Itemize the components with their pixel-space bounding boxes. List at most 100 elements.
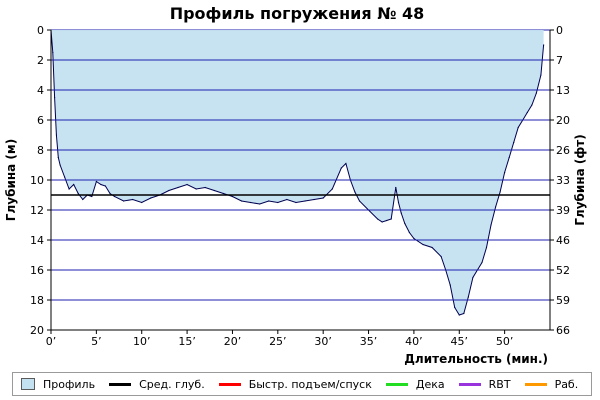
profile-point [100, 183, 102, 186]
profile-point [150, 197, 152, 199]
y-left-tick-label: 2 [37, 54, 44, 67]
y-right-tick-label: 0 [556, 24, 563, 37]
profile-point [513, 141, 515, 144]
profile-point [467, 296, 469, 298]
profile-point [397, 201, 400, 204]
y-left-tick-label: 0 [37, 24, 44, 37]
chart-title: Профиль погружения № 48 [170, 4, 425, 23]
x-axis-title: Длительность (мин.) [404, 352, 548, 366]
profile-point [499, 191, 501, 193]
dive-profile-chart: Профиль погружения № 48 0’ 5’ 10’ 15’ 20’ 25’… [4, 4, 587, 366]
y-left-tick-label: 12 [30, 204, 44, 217]
profile-point [408, 231, 410, 234]
profile-point [104, 185, 107, 187]
y-left-tick-label: 20 [30, 324, 44, 337]
x-tick-label: 45’ [451, 335, 469, 348]
profile-point [340, 167, 342, 169]
profile-point [54, 96, 56, 99]
profile-point [204, 186, 206, 189]
profile-point [345, 162, 347, 165]
x-tick-label: 0’ [46, 335, 57, 348]
profile-point [508, 156, 510, 159]
profile-point [186, 183, 188, 186]
y-right-tick-label: 39 [556, 204, 570, 217]
profile-point [195, 188, 197, 190]
profile-point [494, 206, 497, 208]
profile-point [463, 312, 465, 315]
y-right-tick-label: 52 [556, 264, 570, 277]
profile-point [250, 201, 252, 204]
x-tick-label: 15’ [178, 335, 196, 348]
x-axis-ticks: 0’ 5’ 10’ 15’ 20’ 25’ 30’ 35’ 40’ 45’ 50’ [46, 330, 514, 348]
x-tick-label: 20’ [224, 335, 242, 348]
x-tick-label: 35’ [360, 335, 378, 348]
y-right-tick-label: 7 [556, 54, 563, 67]
x-tick-label: 50’ [496, 335, 514, 348]
x-tick-label: 10’ [133, 335, 151, 348]
profile-point [95, 180, 97, 183]
profile-point [531, 104, 533, 106]
profile-point [240, 200, 243, 202]
profile-point [449, 284, 451, 286]
profile-point [413, 237, 415, 240]
profile-point [259, 203, 261, 205]
profile-point [132, 198, 134, 201]
x-tick-label: 40’ [405, 335, 423, 348]
legend-item: Раб. [524, 377, 579, 391]
profile-point [386, 219, 388, 222]
profile-point [109, 192, 111, 195]
legend-label: RBT [488, 377, 511, 391]
profile-point [431, 246, 433, 249]
profile-point [68, 188, 70, 190]
profile-point [177, 186, 179, 189]
profile-point [400, 212, 402, 214]
profile-area [51, 30, 544, 315]
profile-point [358, 200, 361, 202]
profile-point [277, 201, 279, 204]
profile-series [50, 29, 550, 316]
y-right-tick-label: 66 [556, 324, 570, 337]
profile-point [122, 200, 125, 202]
legend-swatch [109, 382, 132, 386]
y-left-tick-label: 10 [30, 174, 44, 187]
profile-point [331, 188, 333, 190]
x-tick-label: 5’ [91, 335, 102, 348]
chart-legend: Профиль Сред. глуб. Быстр. подъем/спуск Дек… [12, 372, 592, 396]
legend-item: Профиль [21, 378, 95, 391]
profile-point [52, 51, 54, 54]
profile-point [390, 218, 392, 220]
legend-item: Дека [385, 378, 445, 391]
profile-point [59, 164, 61, 166]
legend-label: Сред. глуб. [139, 377, 205, 391]
y-left-tick-label: 8 [37, 144, 44, 157]
profile-point [55, 134, 58, 136]
y-left-tick-label: 6 [37, 114, 44, 127]
y-left-tick-label: 14 [30, 234, 44, 247]
legend-item: Быстр. подъем/спуск [218, 378, 372, 391]
y-axis-left-title: Глубина (м) [4, 139, 18, 221]
profile-point [485, 246, 488, 249]
y-left-tick-label: 4 [37, 84, 44, 97]
y-left-tick-label: 16 [30, 264, 44, 277]
profile-point [481, 261, 483, 264]
y-right-tick-label: 26 [556, 144, 570, 157]
profile-point [213, 189, 215, 192]
profile-point [543, 44, 545, 46]
legend-item: Сред. глуб. [109, 378, 205, 391]
profile-point [517, 126, 519, 129]
x-tick-label: 25’ [269, 335, 287, 348]
profile-point [526, 111, 528, 114]
profile-point [377, 218, 379, 220]
profile-point [168, 189, 170, 192]
legend-label: Раб. [554, 377, 579, 391]
y-axis-right-title: Глубина (фт) [573, 134, 587, 225]
profile-point [454, 306, 456, 309]
profile-point [141, 201, 143, 204]
profile-point [381, 221, 383, 223]
y-right-tick-label: 46 [556, 234, 570, 247]
profile-point [231, 195, 234, 198]
profile-point [322, 197, 324, 199]
profile-point [304, 200, 306, 202]
y-right-tick-label: 13 [556, 84, 570, 97]
profile-point [540, 74, 542, 76]
